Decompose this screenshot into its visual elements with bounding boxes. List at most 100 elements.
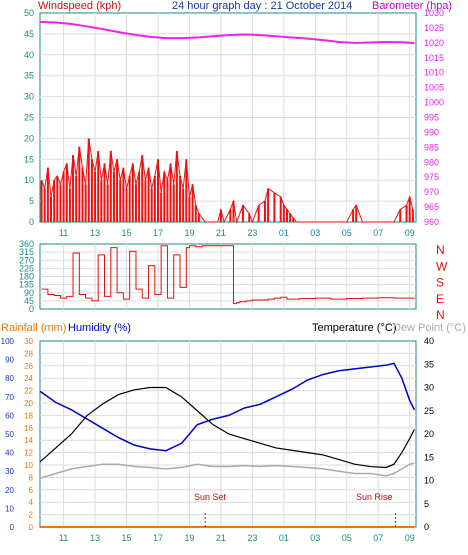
barometer-tick-label: 1015 [424, 53, 444, 63]
humidity-tick-label: 80 [5, 374, 14, 383]
temperature-line [39, 386, 415, 469]
windspeed-tick-label: 15 [24, 154, 34, 164]
direction-tick-label: 45 [24, 296, 34, 306]
compass-label: N [436, 308, 445, 322]
humidity-tick-label: 40 [5, 449, 14, 458]
humidity-tick-label: 90 [5, 356, 14, 365]
rainfall-tick-label: 2 [29, 511, 34, 520]
bottom-x-tick-label: 23 [247, 533, 257, 543]
rainfall-tick-label: 28 [24, 349, 33, 358]
temperature-tick-label: 35 [424, 359, 434, 369]
temperature-tick-label: 20 [424, 429, 434, 439]
dewpoint-axis-label: Dew Point (°C) [393, 322, 466, 334]
barometer-tick-label: 985 [424, 142, 439, 152]
barometer-line [39, 20, 415, 45]
top-x-tick-label: 09 [405, 228, 415, 238]
barometer-tick-label: 995 [424, 113, 439, 123]
windspeed-tick-label: 50 [24, 8, 34, 18]
rainfall-tick-label: 26 [24, 362, 33, 371]
rainfall-tick-label: 30 [24, 337, 33, 346]
rainfall-tick-label: 8 [29, 473, 34, 482]
bottom-x-tick-label: 15 [122, 533, 132, 543]
top-x-tick-label: 23 [247, 228, 257, 238]
humidity-tick-label: 70 [5, 393, 14, 402]
direction-tick-label: 180 [19, 272, 34, 282]
rainfall-tick-label: 12 [24, 449, 33, 458]
windspeed-tick-label: 25 [24, 113, 34, 123]
compass-label: E [436, 292, 444, 306]
top-x-tick-label: 05 [342, 228, 352, 238]
barometer-tick-label: 1025 [424, 23, 444, 33]
windspeed-tick-label: 40 [24, 50, 34, 60]
direction-tick-label: 90 [24, 288, 34, 298]
sun-set-label: Sun Set [194, 492, 227, 502]
temperature-tick-label: 15 [424, 452, 434, 462]
bottom-x-tick-label: 17 [153, 533, 163, 543]
top-x-tick-label: 11 [59, 228, 68, 238]
rainfall-tick-label: 16 [24, 424, 33, 433]
rainfall-tick-label: 10 [24, 461, 33, 470]
rainfall-tick-label: 18 [24, 411, 33, 420]
humidity-tick-label: 0 [10, 523, 15, 532]
barometer-tick-label: 960 [424, 217, 439, 227]
barometer-tick-label: 970 [424, 187, 439, 197]
top-x-tick-label: 19 [184, 228, 194, 238]
wind-direction-line [41, 245, 415, 305]
temperature-axis-label: Temperature (°C) [312, 322, 396, 334]
windspeed-line [41, 138, 414, 224]
top-x-tick-label: 21 [216, 228, 226, 238]
compass-label: W [436, 259, 448, 273]
barometer-tick-label: 1005 [424, 83, 444, 93]
direction-tick-label: 360 [19, 239, 34, 249]
temperature-tick-label: 40 [424, 336, 434, 346]
top-x-tick-label: 17 [153, 228, 163, 238]
bottom-x-tick-label: 11 [59, 533, 68, 543]
humidity-tick-label: 30 [5, 467, 14, 476]
top-x-tick-label: 13 [90, 228, 100, 238]
windspeed-tick-label: 30 [24, 92, 34, 102]
rainfall-tick-label: 4 [29, 498, 34, 507]
windspeed-tick-label: 45 [24, 29, 34, 39]
humidity-tick-label: 50 [5, 430, 14, 439]
temperature-tick-label: 30 [424, 383, 434, 393]
rainfall-tick-label: 24 [24, 374, 33, 383]
windspeed-tick-label: 35 [24, 71, 34, 81]
humidity-line [39, 362, 416, 452]
humidity-tick-label: 10 [5, 504, 14, 513]
graph-title: 24 hour graph day : 21 October 2014 [172, 0, 352, 12]
bottom-x-tick-label: 19 [184, 533, 194, 543]
humidity-tick-label: 20 [5, 486, 14, 495]
windspeed-axis-label: Windspeed (kph) [38, 0, 121, 12]
temperature-tick-label: 5 [424, 499, 429, 509]
top-x-tick-label: 15 [122, 228, 132, 238]
rainfall-tick-label: 22 [24, 387, 33, 396]
humidity-tick-label: 60 [5, 411, 14, 420]
bottom-x-tick-label: 01 [279, 533, 289, 543]
barometer-tick-label: 975 [424, 172, 439, 182]
bottom-x-tick-label: 05 [342, 533, 352, 543]
rainfall-tick-label: 14 [24, 436, 33, 445]
sun-rise-label: Sun Rise [356, 492, 393, 502]
direction-tick-label: 315 [19, 247, 34, 257]
rainfall-tick-label: 6 [29, 486, 34, 495]
direction-tick-label: 270 [19, 255, 34, 265]
bottom-x-tick-label: 21 [216, 533, 226, 543]
barometer-tick-label: 1020 [424, 38, 444, 48]
bottom-x-tick-label: 13 [90, 533, 100, 543]
direction-tick-label: 225 [19, 263, 34, 273]
rainfall-tick-label: 20 [24, 399, 33, 408]
humidity-tick-label: 100 [1, 337, 15, 346]
windspeed-tick-label: 20 [24, 133, 34, 143]
bottom-x-tick-label: 07 [373, 533, 383, 543]
dewpoint-line [39, 462, 415, 479]
barometer-tick-label: 1010 [424, 68, 444, 78]
barometer-tick-label: 1030 [424, 8, 444, 18]
windspeed-tick-label: 10 [24, 175, 34, 185]
windspeed-tick-label: 5 [29, 196, 34, 206]
rainfall-axis-label: Rainfall (mm) [1, 322, 66, 334]
top-x-tick-label: 07 [373, 228, 383, 238]
direction-tick-label: 0 [29, 304, 34, 314]
rainfall-tick-label: 0 [29, 523, 34, 532]
temperature-tick-label: 10 [424, 476, 434, 486]
